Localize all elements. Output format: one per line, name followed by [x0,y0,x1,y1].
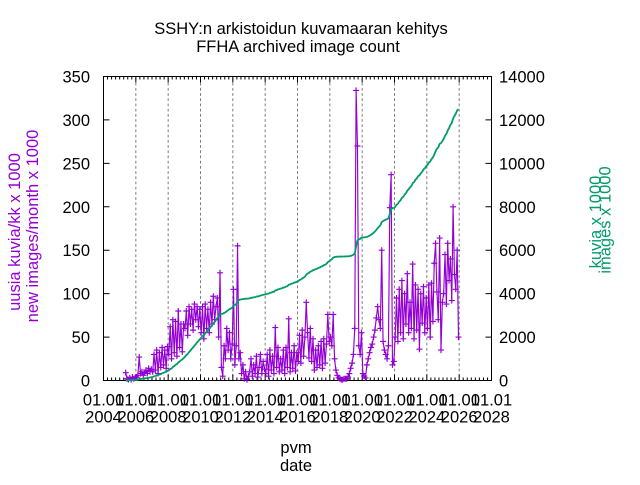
svg-text:kuvia x 1000: kuvia x 1000 [587,176,605,269]
svg-text:10000: 10000 [499,155,545,173]
svg-text:01.01: 01.01 [374,392,415,410]
svg-text:100: 100 [62,286,90,304]
svg-text:01.01: 01.01 [245,392,286,410]
svg-text:0: 0 [499,373,508,391]
svg-text:date: date [280,457,312,475]
svg-text:2000: 2000 [499,329,536,347]
svg-text:01.01: 01.01 [342,392,383,410]
svg-text:2018: 2018 [311,409,348,427]
svg-text:01.01: 01.01 [277,392,318,410]
svg-text:8000: 8000 [499,199,536,217]
svg-text:250: 250 [62,155,90,173]
svg-text:images x 1000: images x 1000 [597,166,615,273]
svg-text:2028: 2028 [473,409,510,427]
svg-text:01.01: 01.01 [148,392,189,410]
svg-text:4000: 4000 [499,286,536,304]
svg-text:01.01: 01.01 [471,392,512,410]
svg-text:2026: 2026 [441,409,478,427]
svg-text:01.01: 01.01 [309,392,350,410]
svg-text:200: 200 [62,199,90,217]
svg-text:12000: 12000 [499,112,545,130]
svg-text:2024: 2024 [408,409,445,427]
svg-text:FFHA archived image count: FFHA archived image count [196,38,400,56]
svg-text:2012: 2012 [214,409,251,427]
svg-text:2020: 2020 [344,409,381,427]
svg-text:2008: 2008 [150,409,187,427]
svg-text:350: 350 [62,69,90,87]
svg-text:01.01: 01.01 [180,392,221,410]
svg-text:2006: 2006 [117,409,154,427]
svg-text:50: 50 [72,329,90,347]
svg-text:01.01: 01.01 [212,392,253,410]
svg-text:2022: 2022 [376,409,413,427]
svg-text:0: 0 [81,373,90,391]
svg-text:01.01: 01.01 [115,392,156,410]
svg-text:01.01: 01.01 [406,392,447,410]
svg-text:14000: 14000 [499,69,545,87]
svg-text:01.01: 01.01 [83,392,124,410]
svg-text:2010: 2010 [182,409,219,427]
svg-text:pvm: pvm [280,439,311,457]
svg-text:6000: 6000 [499,242,536,260]
svg-text:01.01: 01.01 [439,392,480,410]
svg-text:2016: 2016 [279,409,316,427]
svg-text:150: 150 [62,242,90,260]
svg-text:SSHY:n arkistoidun kuvamaaran: SSHY:n arkistoidun kuvamaaran kehitys [154,20,447,38]
svg-text:2014: 2014 [247,409,284,427]
svg-text:2004: 2004 [85,409,122,427]
svg-text:300: 300 [62,112,90,130]
svg-text:uusia kuvia/kk x 1000: uusia kuvia/kk x 1000 [6,153,24,311]
svg-text:new images/month x 1000: new images/month x 1000 [24,130,42,323]
